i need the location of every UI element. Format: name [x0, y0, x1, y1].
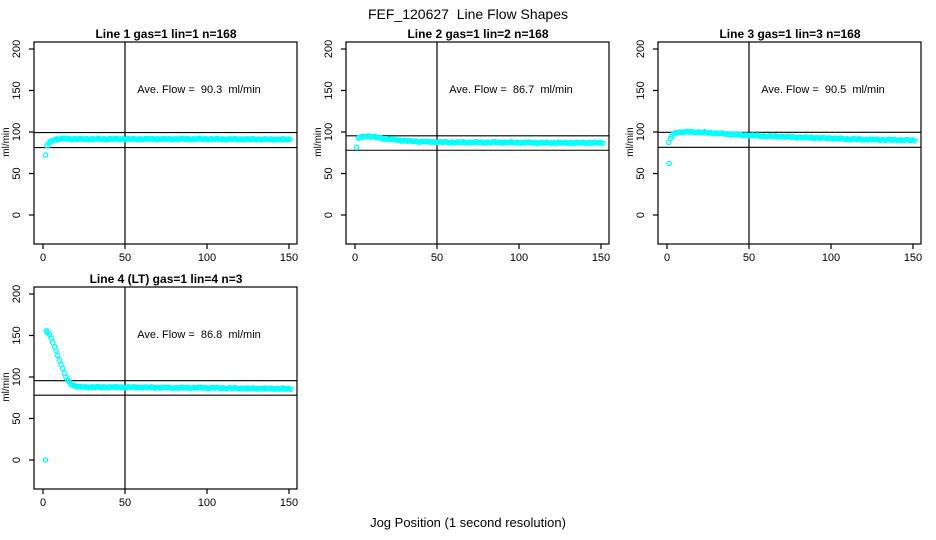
x-tick-label: 100: [198, 497, 216, 509]
panel-title: Line 2 gas=1 lin=2 n=168: [407, 27, 549, 41]
y-tick-label: 100: [11, 123, 23, 141]
x-tick-label: 150: [592, 252, 610, 264]
y-tick-label: 0: [11, 212, 23, 218]
x-tick-label: 100: [510, 252, 528, 264]
y-tick-label: 100: [11, 368, 23, 386]
y-tick-label: 150: [11, 81, 23, 99]
x-tick-label: 150: [280, 252, 298, 264]
ave-flow-annotation: Ave. Flow = 86.8 ml/min: [137, 329, 261, 341]
data-point: [59, 365, 66, 372]
data-point: [286, 136, 293, 143]
y-tick-label: 100: [323, 123, 335, 141]
x-tick-label: 150: [904, 252, 922, 264]
y-tick-label: 50: [11, 167, 23, 179]
plot-frame: [345, 41, 610, 245]
x-tick-label: 100: [822, 252, 840, 264]
ave-flow-annotation: Ave. Flow = 90.5 ml/min: [761, 84, 885, 96]
plot-area: 0 50 100 150 0 50 100 150 200: [11, 40, 298, 264]
x-tick-label: 0: [664, 252, 670, 264]
x-tick-label: 50: [743, 252, 755, 264]
panel-line-3: Line 3 gas=1 lin=3 n=168 ml/min Ave. Flo…: [624, 26, 936, 271]
data-point: [287, 386, 294, 393]
y-tick-label: 50: [323, 167, 335, 179]
y-tick-label: 200: [323, 40, 335, 58]
data-point: [54, 352, 61, 359]
data-point: [44, 329, 51, 336]
x-tick-label: 50: [431, 252, 443, 264]
plot-area: 0 50 100 150 0 50 100 150 200: [635, 40, 922, 264]
y-tick-label: 50: [635, 167, 647, 179]
y-tick-label: 200: [635, 40, 647, 58]
panel-line-1: Line 1 gas=1 lin=1 n=168 ml/min Ave. Flo…: [0, 26, 312, 271]
plot-area: 0 50 100 150 0 50 100 150 200: [11, 285, 298, 509]
ave-flow-annotation: Ave. Flow = 86.7 ml/min: [449, 84, 573, 96]
y-tick-label: 150: [635, 81, 647, 99]
plot-area: 0 50 100 150 0 50 100 150 200: [323, 40, 610, 264]
data-point: [353, 144, 360, 151]
x-tick-label: 150: [280, 497, 298, 509]
panel-title: Line 1 gas=1 lin=1 n=168: [95, 27, 237, 41]
data-point: [665, 139, 672, 146]
data-point: [53, 347, 59, 354]
panel-line-2: Line 2 gas=1 lin=2 n=168 ml/min Ave. Flo…: [312, 26, 624, 271]
data-point: [42, 457, 49, 463]
data-point: [911, 137, 918, 144]
plot-frame: [33, 41, 298, 245]
plot-frame: [33, 286, 298, 490]
x-tick-label: 0: [40, 497, 46, 509]
figure-title: FEF_120627 Line Flow Shapes: [367, 6, 568, 22]
ave-flow-annotation: Ave. Flow = 90.3 ml/min: [137, 84, 261, 96]
panel-title: Line 3 gas=1 lin=3 n=168: [719, 27, 861, 41]
y-tick-label: 150: [323, 81, 335, 99]
y-tick-label: 200: [11, 285, 23, 303]
y-tick-label: 0: [635, 212, 647, 218]
data-point: [42, 152, 49, 159]
x-tick-label: 50: [119, 497, 131, 509]
y-tick-label: 150: [11, 326, 23, 344]
y-tick-label: 0: [11, 457, 23, 463]
panel-title: Line 4 (LT) gas=1 lin=4 n=3: [89, 272, 243, 286]
x-axis-label: Jog Position (1 second resolution): [370, 515, 566, 530]
y-tick-label: 100: [635, 123, 647, 141]
data-point: [666, 160, 672, 167]
data-point: [599, 140, 606, 147]
y-tick-label: 0: [323, 212, 335, 218]
x-tick-label: 0: [352, 252, 358, 264]
x-tick-label: 50: [119, 252, 131, 264]
panel-line-4-lt: Line 4 (LT) gas=1 lin=4 n=3 ml/min Ave. …: [0, 271, 312, 516]
x-tick-label: 0: [40, 252, 46, 264]
x-tick-label: 100: [198, 252, 216, 264]
plot-frame: [657, 41, 922, 245]
y-tick-label: 50: [11, 412, 23, 424]
y-tick-label: 200: [11, 40, 23, 58]
